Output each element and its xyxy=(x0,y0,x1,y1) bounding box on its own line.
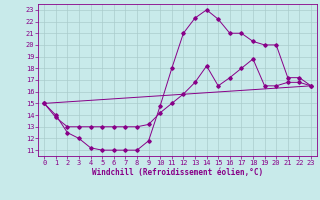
X-axis label: Windchill (Refroidissement éolien,°C): Windchill (Refroidissement éolien,°C) xyxy=(92,168,263,177)
